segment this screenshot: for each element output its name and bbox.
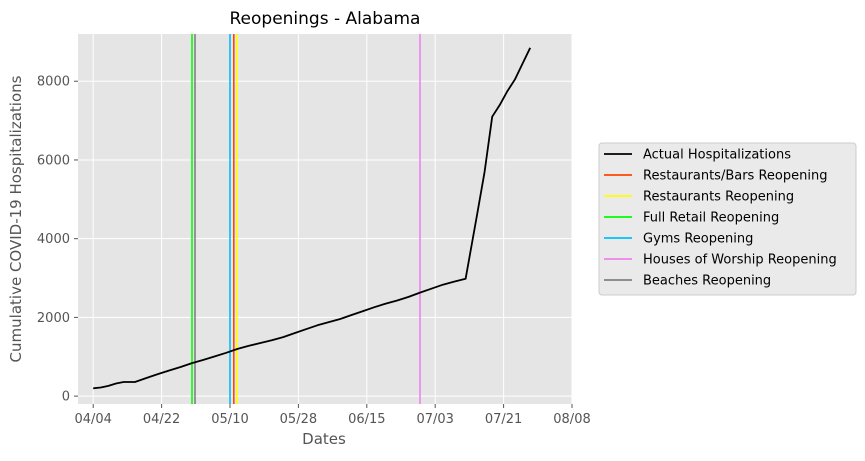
x-tick-label: 04/04 bbox=[74, 412, 111, 427]
plot-background bbox=[78, 34, 572, 404]
y-ticks: 0 2000 4000 6000 8000 bbox=[37, 75, 78, 405]
y-tick-label: 6000 bbox=[37, 153, 70, 168]
y-axis-label: Cumulative COVID-19 Hospitalizations bbox=[7, 75, 25, 362]
legend-label: Full Retail Reopening bbox=[643, 211, 779, 226]
chart-title: Reopenings - Alabama bbox=[230, 9, 421, 29]
reopening-lines bbox=[191, 34, 421, 404]
legend-label: Beaches Reopening bbox=[643, 274, 771, 289]
legend-item: Actual Hospitalizations bbox=[604, 148, 791, 163]
x-tick-label: 05/10 bbox=[211, 412, 248, 427]
x-tick-label: 07/03 bbox=[416, 412, 453, 427]
series-group bbox=[93, 47, 532, 390]
legend-label: Restaurants/Bars Reopening bbox=[643, 169, 827, 184]
x-tick-label: 06/15 bbox=[348, 412, 385, 427]
x-tick-label: 04/22 bbox=[143, 412, 180, 427]
x-axis-label: Dates bbox=[302, 430, 346, 448]
legend: Actual Hospitalizations Restaurants/Bars … bbox=[598, 142, 857, 296]
legend-item: Houses of Worship Reopening bbox=[604, 253, 837, 268]
legend-item: Restaurants/Bars Reopening bbox=[604, 169, 827, 184]
legend-box bbox=[598, 142, 857, 296]
y-tick-label: 2000 bbox=[37, 311, 70, 326]
legend-item: Beaches Reopening bbox=[604, 274, 771, 289]
legend-item: Restaurants Reopening bbox=[604, 190, 794, 205]
legend-items: Actual Hospitalizations Restaurants/Bars … bbox=[604, 148, 837, 289]
y-tick-label: 8000 bbox=[37, 75, 70, 90]
legend-item: Gyms Reopening bbox=[604, 232, 753, 247]
legend-label: Houses of Worship Reopening bbox=[643, 253, 837, 268]
legend-label: Gyms Reopening bbox=[643, 232, 753, 247]
x-ticks: 04/04 04/22 05/10 05/28 06/15 07/03 07/21 08/08 bbox=[74, 404, 591, 427]
x-tick-label: 05/28 bbox=[280, 412, 317, 427]
legend-label: Actual Hospitalizations bbox=[643, 148, 791, 163]
legend-label: Restaurants Reopening bbox=[643, 190, 794, 205]
x-tick-label: 07/21 bbox=[485, 412, 522, 427]
x-tick-label: 08/08 bbox=[553, 412, 590, 427]
y-tick-label: 0 bbox=[62, 390, 70, 405]
series-line bbox=[93, 47, 532, 390]
y-tick-label: 4000 bbox=[37, 232, 70, 247]
legend-item: Full Retail Reopening bbox=[604, 211, 779, 226]
